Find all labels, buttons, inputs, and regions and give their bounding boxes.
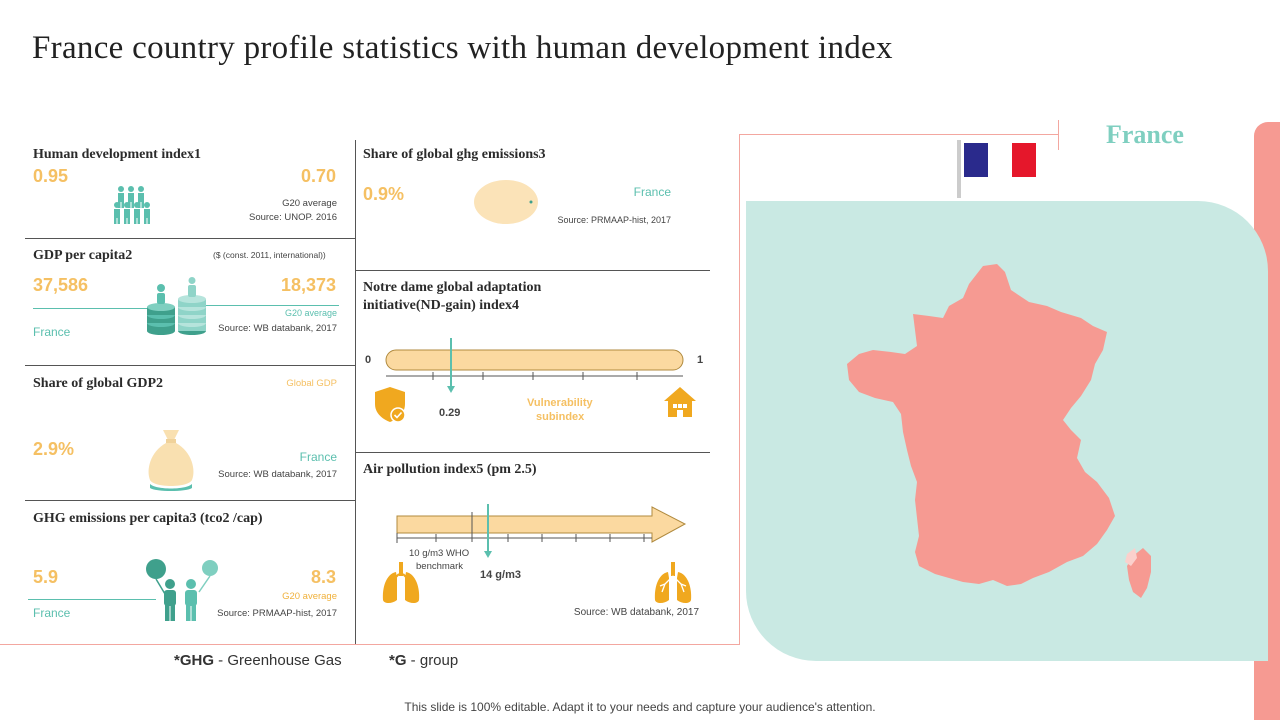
frame-line-bottom bbox=[0, 644, 740, 645]
gdp-share-title: Share of global GDP2 bbox=[33, 376, 164, 391]
legend-ghg-abbr: *GHG bbox=[174, 652, 215, 669]
ghg-capita-france-line bbox=[28, 599, 156, 600]
grid-divider-1 bbox=[25, 238, 355, 239]
ghg-share-france-label: France bbox=[633, 185, 671, 199]
ghg-capita-france-value: 5.9 bbox=[33, 567, 59, 587]
air-scale-arrow bbox=[396, 504, 687, 558]
frame-line-top bbox=[739, 134, 1059, 135]
gdp-unit-note: ($ (const. 2011, international)) bbox=[213, 250, 326, 260]
legend-ghg: *GHG - Greenhouse Gas bbox=[174, 652, 342, 669]
air-source: Source: WB databank, 2017 bbox=[573, 607, 699, 618]
air-benchmark-line1: 10 g/m3 WHO bbox=[409, 548, 470, 559]
grid-divider-4 bbox=[356, 270, 710, 271]
gdp-share-global-label: Global GDP bbox=[286, 378, 337, 389]
grid-divider-vertical bbox=[355, 140, 356, 644]
grid-divider-2 bbox=[25, 365, 355, 366]
lungs-icon bbox=[382, 562, 420, 603]
gdp-share-source: Source: WB databank, 2017 bbox=[218, 469, 337, 480]
house-icon bbox=[664, 387, 696, 417]
legend-g-abbr: *G bbox=[389, 652, 407, 669]
ghg-share-source: Source: PRMAAP-hist, 2017 bbox=[557, 215, 671, 225]
air-value: 14 g/m3 bbox=[480, 569, 521, 581]
hdi-title: Human development index1 bbox=[33, 147, 202, 162]
ghg-capita-title: GHG emissions per capita3 (tco2 /cap) bbox=[33, 511, 263, 526]
legend-g: *G - group bbox=[389, 652, 458, 669]
air-benchmark-line2: benchmark bbox=[416, 561, 463, 572]
gdp-g20-value: 18,373 bbox=[280, 275, 336, 295]
people-balloons-icon bbox=[146, 559, 218, 621]
shield-check-icon bbox=[375, 387, 406, 423]
lungs-polluted-icon bbox=[654, 562, 692, 603]
global-emissions-ellipse bbox=[474, 180, 538, 224]
hdi-source: Source: UNOP. 2016 bbox=[248, 212, 337, 223]
ndgain-vulnerability-line2: subindex bbox=[536, 411, 585, 423]
france-map bbox=[847, 264, 1151, 598]
coin-stacks-icon bbox=[147, 277, 206, 335]
slide-title: France country profile statistics with h… bbox=[32, 30, 893, 66]
hdi-france-value: 0.95 bbox=[33, 166, 69, 186]
map-country-title: France bbox=[1106, 120, 1184, 149]
ndgain-title-line2: initiative(ND-gain) index4 bbox=[363, 298, 519, 313]
france-flag-icon bbox=[957, 140, 1036, 198]
gdp-g20-label: G20 average bbox=[284, 308, 337, 318]
frame-line-right bbox=[739, 134, 740, 645]
ndgain-scale bbox=[385, 338, 684, 393]
ndgain-min: 0 bbox=[365, 354, 372, 366]
hdi-g20-label: G20 average bbox=[282, 198, 337, 209]
gdp-g20-line bbox=[195, 305, 339, 306]
gdp-france-line bbox=[33, 308, 153, 309]
air-title: Air pollution index5 (pm 2.5) bbox=[363, 462, 537, 477]
ghg-capita-g20-label: G20 average bbox=[282, 591, 337, 602]
legend-g-desc: - group bbox=[406, 652, 459, 669]
gdp-france-label: France bbox=[33, 325, 71, 339]
gdp-share-france-label: France bbox=[299, 450, 337, 464]
ghg-share-value: 0.9% bbox=[363, 184, 405, 204]
money-bag-icon bbox=[148, 430, 194, 491]
ndgain-title-line1: Notre dame global adaptation bbox=[363, 280, 542, 295]
grid-divider-3 bbox=[25, 500, 355, 501]
ghg-share-title: Share of global ghg emissions3 bbox=[363, 147, 546, 162]
frame-line-tick bbox=[1058, 120, 1059, 150]
people-group-icon bbox=[114, 186, 150, 224]
gdp-title: GDP per capita2 bbox=[33, 248, 133, 263]
gdp-share-value: 2.9% bbox=[33, 439, 75, 459]
ndgain-vulnerability-line1: Vulnerability bbox=[527, 397, 593, 409]
ndgain-max: 1 bbox=[697, 354, 704, 366]
footer-note: This slide is 100% editable. Adapt it to… bbox=[404, 700, 876, 714]
gdp-france-value: 37,586 bbox=[33, 275, 89, 295]
ghg-capita-france-label: France bbox=[33, 606, 71, 620]
grid-divider-5 bbox=[356, 452, 710, 453]
hdi-g20-value: 0.70 bbox=[300, 166, 336, 186]
ghg-capita-source: Source: PRMAAP-hist, 2017 bbox=[217, 608, 337, 619]
ghg-capita-g20-value: 8.3 bbox=[310, 567, 336, 587]
legend-ghg-desc: - Greenhouse Gas bbox=[214, 652, 342, 669]
gdp-source: Source: WB databank, 2017 bbox=[218, 323, 337, 334]
ndgain-value: 0.29 bbox=[439, 407, 461, 419]
